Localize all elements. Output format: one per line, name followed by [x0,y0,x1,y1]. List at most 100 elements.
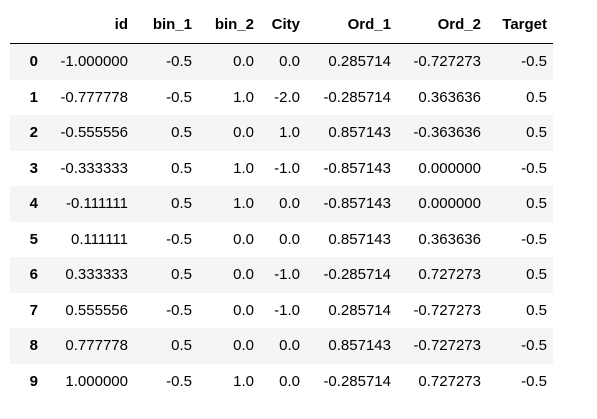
cell-bin-1: -0.5 [166,88,192,106]
cell-id: -0.333333 [60,159,128,177]
cell-target: -0.5 [521,230,547,248]
cell-city: -1.0 [274,159,300,177]
cell-city: 0.0 [279,230,300,248]
cell-ord-2: -0.363636 [413,124,481,141]
row-index: 8 [29,337,38,354]
cell-ord-2: -0.727273 [413,337,481,354]
row-index: 4 [29,195,38,212]
cell-ord-1: 0.285714 [328,53,391,70]
table-row: 1 -0.777778 -0.5 1.0 -2.0 -0.285714 0.36… [10,79,553,115]
cell-city: 0.0 [279,195,300,212]
cell-ord-2: -0.727273 [413,53,481,70]
row-index: 9 [29,372,38,390]
table-header: id bin_1 bin_2 City Ord_1 Ord_2 Target [10,7,553,44]
cell-id: 0.777778 [65,337,128,354]
cell-bin-2: 0.0 [233,266,254,283]
cell-ord-1: -0.285714 [323,88,391,106]
cell-target: -0.5 [521,53,547,70]
cell-bin-1: 0.5 [171,195,192,212]
cell-ord-2: 0.727273 [418,266,481,283]
table-row: 7 0.555556 -0.5 0.0 -1.0 0.285714 -0.727… [10,292,553,328]
cell-target: 0.5 [526,195,547,212]
cell-bin-1: 0.5 [171,337,192,354]
cell-bin-2: 0.0 [233,53,254,70]
cell-bin-2: 1.0 [233,195,254,212]
table-row: 9 1.000000 -0.5 1.0 0.0 -0.285714 0.7272… [10,363,553,399]
cell-bin-1: -0.5 [166,301,192,319]
table-row: 3 -0.333333 0.5 1.0 -1.0 -0.857143 0.000… [10,150,553,186]
cell-target: 0.5 [526,88,547,106]
cell-target: -0.5 [521,372,547,390]
row-index: 6 [29,266,38,283]
row-index: 3 [29,159,38,177]
table-body: 0 -1.000000 -0.5 0.0 0.0 0.285714 -0.727… [10,43,553,399]
cell-bin-1: 0.5 [171,124,192,141]
cell-target: 0.5 [526,301,547,319]
cell-bin-1: -0.5 [166,53,192,70]
cell-ord-1: -0.285714 [323,266,391,283]
column-header-target: Target [487,7,553,44]
cell-ord-1: 0.857143 [328,337,391,354]
dataframe-table: id bin_1 bin_2 City Ord_1 Ord_2 Target 0… [10,7,553,399]
table-row: 6 0.333333 0.5 0.0 -1.0 -0.285714 0.7272… [10,257,553,293]
cell-city: -1.0 [274,266,300,283]
cell-bin-2: 0.0 [233,124,254,141]
cell-id: -0.555556 [60,124,128,141]
column-header-ord-1: Ord_1 [306,7,397,44]
cell-ord-1: 0.857143 [328,230,391,248]
cell-id: 1.000000 [65,372,128,390]
table-row: 0 -1.000000 -0.5 0.0 0.0 0.285714 -0.727… [10,43,553,80]
cell-ord-1: 0.857143 [328,124,391,141]
cell-ord-2: 0.363636 [418,230,481,248]
row-index: 1 [29,88,38,106]
cell-bin-1: -0.5 [166,230,192,248]
cell-bin-2: 1.0 [233,372,254,390]
cell-bin-2: 0.0 [233,230,254,248]
cell-ord-2: 0.000000 [418,195,481,212]
cell-bin-1: 0.5 [171,266,192,283]
cell-id: 0.333333 [65,266,128,283]
cell-target: 0.5 [526,124,547,141]
column-header-city: City [260,7,306,44]
cell-city: -1.0 [274,301,300,319]
row-index: 0 [29,53,38,70]
cell-id: -0.777778 [60,88,128,106]
cell-ord-2: 0.363636 [418,88,481,106]
header-row: id bin_1 bin_2 City Ord_1 Ord_2 Target [10,7,553,44]
cell-target: 0.5 [526,266,547,283]
cell-id: 0.111111 [71,230,128,248]
cell-ord-1: -0.857143 [323,195,391,212]
cell-city: 1.0 [279,124,300,141]
cell-bin-2: 0.0 [233,337,254,354]
row-index: 7 [29,301,38,319]
cell-id: -1.000000 [60,53,128,70]
cell-bin-2: 0.0 [233,301,254,319]
column-header-ord-2: Ord_2 [397,7,487,44]
cell-id: -0.111111 [66,195,128,212]
cell-bin-1: 0.5 [171,159,192,177]
cell-bin-2: 1.0 [233,88,254,106]
column-header-id: id [44,7,134,44]
column-header-bin-2: bin_2 [198,7,260,44]
table-row: 8 0.777778 0.5 0.0 0.0 0.857143 -0.72727… [10,328,553,364]
cell-ord-2: 0.727273 [418,372,481,390]
dataframe-output: id bin_1 bin_2 City Ord_1 Ord_2 Target 0… [0,7,597,399]
row-index: 2 [29,124,38,141]
cell-id: 0.555556 [65,301,128,319]
cell-ord-2: 0.000000 [418,159,481,177]
cell-city: 0.0 [279,372,300,390]
row-index: 5 [29,230,38,248]
cell-bin-1: -0.5 [166,372,192,390]
cell-city: 0.0 [279,337,300,354]
column-header-bin-1: bin_1 [134,7,198,44]
cell-ord-1: 0.285714 [328,301,391,319]
table-row: 4 -0.111111 0.5 1.0 0.0 -0.857143 0.0000… [10,186,553,222]
cell-ord-1: -0.285714 [323,372,391,390]
cell-bin-2: 1.0 [233,159,254,177]
cell-ord-1: -0.857143 [323,159,391,177]
table-row: 2 -0.555556 0.5 0.0 1.0 0.857143 -0.3636… [10,115,553,151]
cell-target: -0.5 [521,337,547,354]
cell-target: -0.5 [521,159,547,177]
table-row: 5 0.111111 -0.5 0.0 0.0 0.857143 0.36363… [10,221,553,257]
column-header-index [10,7,44,44]
